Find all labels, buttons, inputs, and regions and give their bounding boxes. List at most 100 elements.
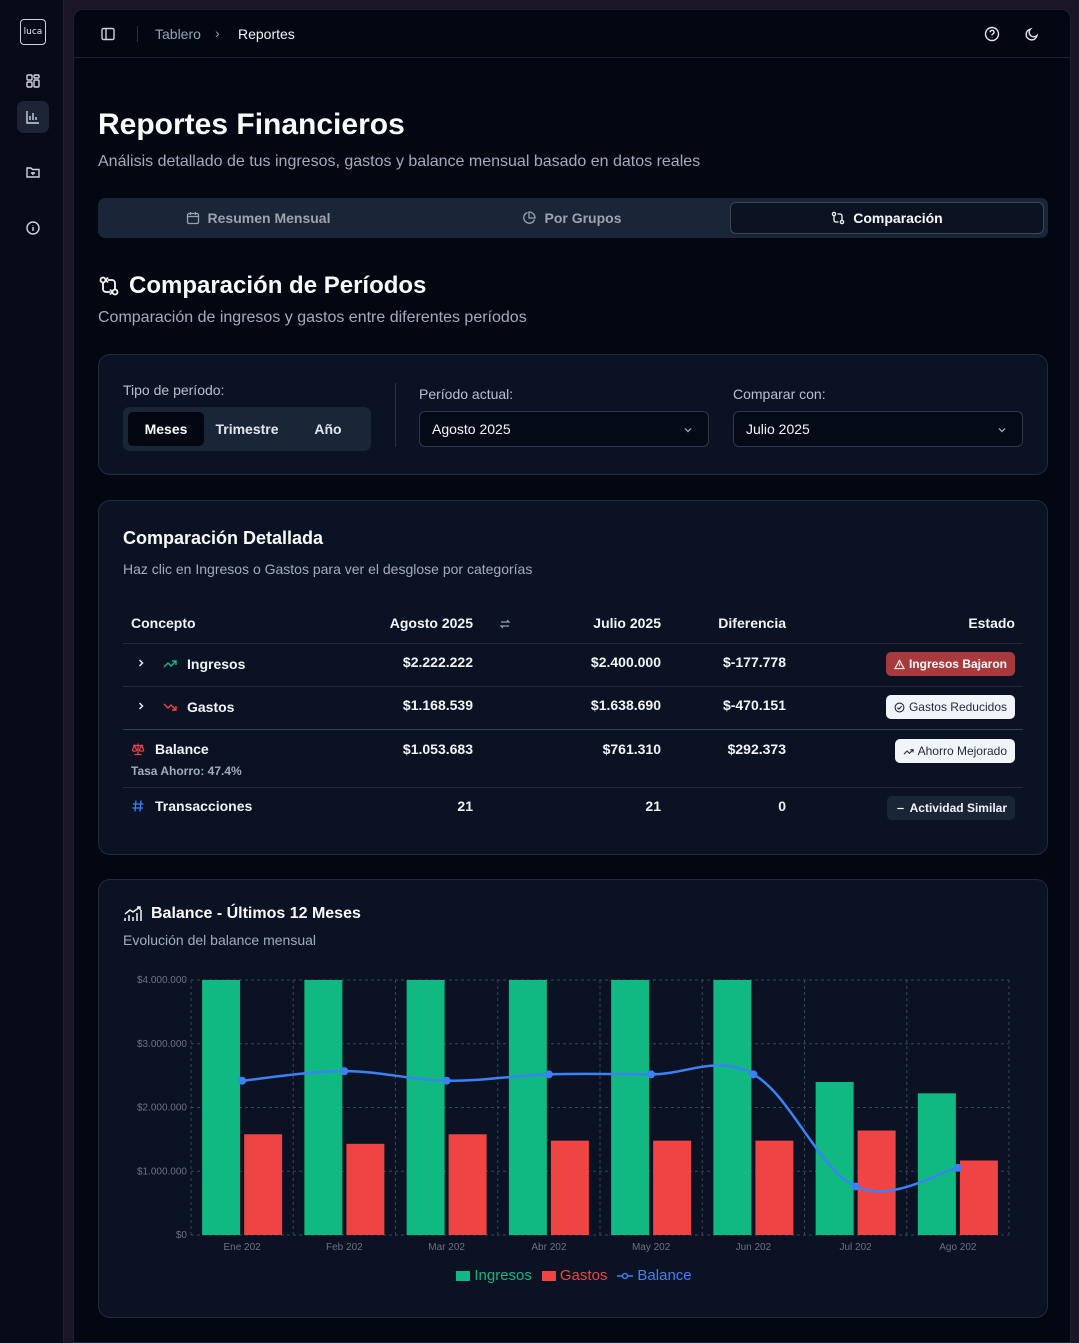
sidebar-item-reports[interactable] xyxy=(17,101,49,133)
status-badge: Ingresos Bajaron xyxy=(885,652,1015,676)
x-tick-label: Jul 202 xyxy=(840,1242,873,1253)
row-current: $1.053.683 xyxy=(402,741,473,757)
chart-card-title: Balance - Últimos 12 Meses xyxy=(123,905,361,923)
help-icon xyxy=(984,26,1000,42)
info-icon xyxy=(26,221,40,235)
row-previous: $2.400.000 xyxy=(590,654,661,670)
row-concept: Gastos xyxy=(187,699,235,715)
row-diff: $-177.778 xyxy=(722,654,786,670)
chart-trend-icon xyxy=(124,906,142,921)
current-period-label: Período actual: xyxy=(419,386,514,402)
status-badge-label: Ahorro Mejorado xyxy=(917,744,1007,758)
balance-chart: $4.000.000 $3.000.000 $2.000.000 $1.000.000… xyxy=(137,975,1010,1253)
compare-period-select[interactable]: Julio 2025 xyxy=(733,411,1023,447)
chevron-right-icon[interactable] xyxy=(135,657,147,669)
chevron-right-icon[interactable] xyxy=(135,700,147,712)
tab-resumen-mensual[interactable]: Resumen Mensual xyxy=(102,202,414,234)
header-agosto: Agosto 2025 xyxy=(389,615,473,631)
chart-subtitle: Evolución del balance mensual xyxy=(123,932,317,948)
header-concepto: Concepto xyxy=(131,615,196,631)
x-tick-label: Ene 202 xyxy=(223,1242,261,1253)
page-subtitle: Análisis detallado de tus ingresos, gast… xyxy=(98,153,701,170)
y-tick-label: $1.000.000 xyxy=(137,1166,187,1177)
trending-up-icon xyxy=(163,660,177,668)
x-tick-label: May 202 xyxy=(632,1242,671,1253)
x-tick-label: Mar 202 xyxy=(428,1242,465,1253)
sidebar-item-dashboard[interactable] xyxy=(17,65,49,97)
status-badge: Gastos Reducidos xyxy=(885,695,1015,719)
period-option-ano[interactable]: Año xyxy=(314,421,342,437)
calendar-icon xyxy=(186,212,199,225)
bar-ingresos xyxy=(508,980,547,1235)
git-compare-icon xyxy=(99,276,119,296)
check-circle-icon xyxy=(894,702,905,712)
period-option-meses[interactable]: Meses xyxy=(128,412,204,446)
sidebar-item-info[interactable] xyxy=(17,212,49,244)
period-option-trimestre[interactable]: Trimestre xyxy=(215,421,279,437)
header-estado: Estado xyxy=(968,615,1015,631)
status-badge-label: Ingresos Bajaron xyxy=(908,657,1007,671)
x-tick-label: Ago 202 xyxy=(939,1242,977,1253)
breadcrumb-separator: › xyxy=(215,25,220,41)
legend-gastos[interactable]: Gastos xyxy=(541,1267,608,1284)
app-logo[interactable]: luca xyxy=(20,19,46,45)
legend-label: Gastos xyxy=(559,1267,608,1284)
bar-chart-icon xyxy=(26,111,39,124)
balance-point xyxy=(544,1070,553,1079)
tab-comparacion[interactable]: Comparación xyxy=(730,202,1044,234)
sidebar-item-folders[interactable] xyxy=(17,156,49,188)
bar-gastos xyxy=(653,1140,692,1235)
section-subtitle: Comparación de ingresos y gastos entre d… xyxy=(98,309,527,326)
top-bar: Tablero › Reportes xyxy=(74,10,1070,58)
row-previous: 21 xyxy=(645,798,661,814)
tab-label: Por Grupos xyxy=(544,210,622,226)
git-compare-icon xyxy=(832,211,845,225)
period-type-segmented: Meses Trimestre Año xyxy=(123,407,371,451)
bar-gastos xyxy=(346,1143,385,1235)
tab-por-grupos[interactable]: Por Grupos xyxy=(416,202,728,234)
chevron-down-icon xyxy=(684,428,692,433)
trending-up-icon xyxy=(903,748,914,755)
legend-ingresos[interactable]: Ingresos xyxy=(456,1267,532,1284)
bar-ingresos xyxy=(815,1082,854,1235)
status-badge: Ahorro Mejorado xyxy=(894,739,1015,763)
section-title-text: Comparación de Períodos xyxy=(129,272,427,299)
swap-icon[interactable] xyxy=(499,618,511,630)
folder-icon xyxy=(26,167,40,178)
bar-gastos xyxy=(755,1140,794,1235)
main-panel: Tablero › Reportes Reportes Financieros … xyxy=(73,9,1071,1343)
header-diferencia: Diferencia xyxy=(718,615,786,631)
divider xyxy=(123,686,1023,687)
theme-toggle-button[interactable] xyxy=(1022,24,1042,44)
y-tick-label: $4.000.000 xyxy=(137,975,187,986)
header-julio: Julio 2025 xyxy=(593,615,661,631)
chart-title: Balance - Últimos 12 Meses xyxy=(151,905,361,922)
row-current: $2.222.222 xyxy=(402,654,473,670)
bar-ingresos xyxy=(713,980,752,1235)
scale-icon xyxy=(131,743,145,756)
comparison-title: Comparación Detallada xyxy=(123,528,324,548)
sidebar: luca xyxy=(0,0,64,1343)
moon-icon xyxy=(1025,27,1039,41)
current-period-select[interactable]: Agosto 2025 xyxy=(419,411,709,447)
y-tick-label: $2.000.000 xyxy=(137,1103,187,1114)
legend-balance[interactable]: Balance xyxy=(617,1267,692,1284)
legend-label: Balance xyxy=(637,1267,692,1284)
bar-gastos xyxy=(244,1134,283,1235)
bar-ingresos xyxy=(202,980,241,1235)
compare-period-value: Julio 2025 xyxy=(746,421,810,437)
help-button[interactable] xyxy=(982,24,1002,44)
breadcrumb-tablero[interactable]: Tablero xyxy=(155,26,201,42)
bar-ingresos xyxy=(406,980,445,1235)
bar-gastos xyxy=(857,1130,896,1235)
sidebar-toggle-button[interactable] xyxy=(98,24,118,44)
balance-point xyxy=(340,1067,349,1076)
tab-label: Resumen Mensual xyxy=(207,210,331,226)
bar-gastos xyxy=(448,1134,487,1235)
balance-chart-card: Balance - Últimos 12 Meses Evolución del… xyxy=(98,879,1048,1318)
panel-left-icon xyxy=(101,27,115,41)
legend-label: Ingresos xyxy=(474,1267,532,1284)
row-diff: $-470.151 xyxy=(722,697,786,713)
balance-point xyxy=(647,1070,656,1079)
bar-gastos xyxy=(550,1140,589,1235)
